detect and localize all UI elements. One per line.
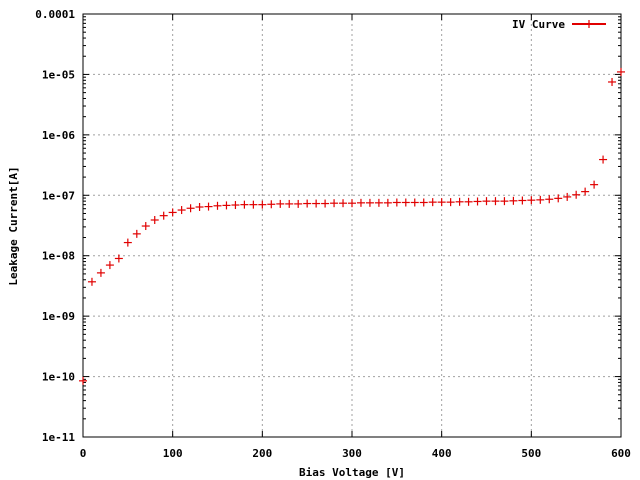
data-point — [186, 204, 195, 213]
data-point — [168, 208, 177, 217]
data-point — [114, 254, 123, 263]
data-point — [150, 215, 159, 224]
data-point — [365, 198, 374, 207]
data-point — [617, 67, 625, 76]
data-point — [473, 197, 482, 206]
data-point — [572, 190, 581, 199]
data-point — [356, 198, 365, 207]
data-point — [240, 200, 249, 209]
data-point — [132, 229, 141, 238]
data-point — [563, 192, 572, 201]
data-point — [383, 198, 392, 207]
data-point — [141, 222, 150, 231]
x-tick-label: 100 — [163, 447, 183, 460]
data-point — [536, 195, 545, 204]
data-point — [123, 238, 132, 247]
y-tick-label: 1e-06 — [42, 129, 75, 142]
data-point — [464, 197, 473, 206]
data-point — [213, 201, 222, 210]
y-tick-label: 1e-08 — [42, 250, 75, 263]
data-point — [581, 187, 590, 196]
y-axis-label: Leakage Current[A] — [7, 166, 20, 285]
x-tick-label: 0 — [80, 447, 87, 460]
data-point — [374, 198, 383, 207]
x-axis-label: Bias Voltage [V] — [299, 466, 405, 479]
data-point — [79, 376, 87, 385]
data-point — [509, 196, 518, 205]
data-point — [455, 197, 464, 206]
x-tick-label: 200 — [252, 447, 272, 460]
data-point — [401, 198, 410, 207]
data-point — [419, 198, 428, 207]
x-tick-labels: 0 100 200 300 400 500 600 — [80, 447, 631, 460]
data-point — [590, 180, 599, 189]
data-point — [392, 198, 401, 207]
x-tick-label: 500 — [521, 447, 541, 460]
data-point — [554, 194, 563, 203]
data-point — [249, 200, 258, 209]
data-point — [312, 199, 321, 208]
data-point — [303, 199, 312, 208]
data-point — [545, 195, 554, 204]
data-point — [599, 155, 608, 164]
legend: IV Curve — [512, 18, 606, 31]
data-point — [446, 198, 455, 207]
data-point — [204, 202, 213, 211]
grid-lines — [83, 14, 621, 437]
data-point — [330, 199, 339, 208]
axis-ticks — [82, 13, 622, 438]
y-tick-label: 1e-05 — [42, 68, 75, 81]
legend-label: IV Curve — [512, 18, 565, 31]
y-tick-label: 1e-09 — [42, 310, 75, 323]
data-point — [527, 196, 536, 205]
data-point — [608, 77, 617, 86]
data-point — [159, 211, 168, 220]
data-point — [518, 196, 527, 205]
data-point — [339, 199, 348, 208]
data-point — [500, 197, 509, 206]
data-point — [285, 199, 294, 208]
x-tick-label: 600 — [611, 447, 631, 460]
y-tick-label: 0.0001 — [35, 8, 75, 21]
data-point — [267, 200, 276, 209]
data-point — [105, 261, 114, 270]
data-point — [321, 199, 330, 208]
data-point — [276, 199, 285, 208]
data-point — [195, 202, 204, 211]
data-point — [96, 268, 105, 277]
y-tick-labels: 1e-11 1e-10 1e-09 1e-08 1e-07 1e-06 1e-05 0.000… — [35, 8, 75, 444]
data-point — [410, 198, 419, 207]
data-point — [428, 198, 437, 207]
data-point — [222, 201, 231, 210]
data-point — [437, 198, 446, 207]
x-tick-label: 300 — [342, 447, 362, 460]
data-point — [177, 206, 186, 215]
x-tick-label: 400 — [432, 447, 452, 460]
series-iv-curve-points — [79, 67, 625, 385]
data-point — [294, 199, 303, 208]
data-point — [482, 197, 491, 206]
data-point — [491, 197, 500, 206]
y-tick-label: 1e-10 — [42, 371, 75, 384]
data-point — [348, 199, 356, 208]
data-point — [231, 201, 240, 210]
data-point — [87, 277, 96, 286]
y-tick-label: 1e-11 — [42, 431, 75, 444]
data-point — [258, 200, 267, 209]
y-tick-label: 1e-07 — [42, 189, 75, 202]
